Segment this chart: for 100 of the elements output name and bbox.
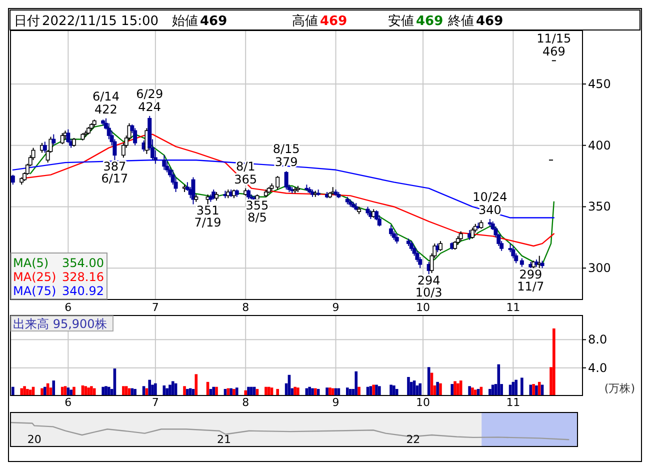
bar — [532, 384, 535, 396]
bar — [267, 386, 270, 396]
candlestick — [60, 132, 64, 145]
text: 始値 — [172, 14, 198, 29]
x-tick-label: 20 — [27, 433, 42, 446]
candlestick — [377, 214, 382, 227]
text: 2022/11/15 15:00 — [42, 14, 159, 29]
candlestick — [389, 224, 394, 237]
y-tick-label: 8.0 — [588, 332, 608, 347]
x-tick-label: 11 — [506, 396, 520, 409]
text: 469 — [476, 14, 504, 29]
annotation: 351 7/19 — [194, 204, 222, 230]
x-tick-label: 9 — [332, 396, 340, 409]
candlestick — [133, 128, 138, 146]
bar — [378, 386, 381, 396]
x-tick-label: 7 — [152, 396, 159, 409]
bar — [468, 386, 471, 396]
y-tick-label: 450 — [588, 77, 611, 91]
bar — [250, 386, 253, 396]
bar — [168, 384, 172, 396]
bar — [436, 382, 439, 396]
x-tick-label: 11 — [506, 301, 520, 314]
bar — [87, 388, 90, 396]
y-tick-label: 4.0 — [588, 360, 608, 375]
candlestick — [511, 246, 516, 259]
y-tick-label: 400 — [588, 138, 611, 152]
bar — [488, 388, 492, 396]
x-tick-label: 6 — [64, 301, 72, 314]
candlestick — [10, 174, 15, 186]
bar — [212, 386, 216, 396]
bar — [471, 388, 474, 396]
bar — [232, 388, 236, 396]
bar — [439, 383, 442, 396]
bar — [92, 388, 96, 396]
text: 安値 — [388, 13, 414, 29]
x-tick-label: 22 — [406, 433, 420, 446]
bar — [44, 386, 46, 396]
x-tick-label: 8 — [242, 396, 250, 409]
candlestick — [470, 227, 474, 240]
bar — [104, 386, 108, 396]
annotation: 355 8/5 — [246, 198, 269, 225]
bar — [23, 386, 26, 396]
bar — [226, 388, 230, 396]
bar — [134, 388, 136, 396]
bar — [354, 371, 358, 396]
annotation: 6/29 424 — [136, 86, 164, 114]
x-tick-label: 10 — [416, 301, 430, 314]
bar — [52, 380, 56, 396]
x-tick-label: 8 — [242, 301, 250, 314]
candlestick — [458, 230, 463, 242]
bar — [529, 384, 532, 396]
bar — [328, 388, 332, 396]
x-tick-label: 6 — [64, 396, 72, 409]
bar — [20, 388, 24, 396]
bar — [552, 328, 556, 396]
x-tick-label: 10 — [416, 396, 430, 409]
candlestick — [438, 240, 442, 252]
x-tick-label: 21 — [217, 433, 232, 446]
y-tick-label: 300 — [588, 261, 611, 276]
bar — [375, 384, 378, 396]
y-tick-label: 350 — [588, 200, 611, 214]
y-axis-title: (万株) — [604, 382, 635, 395]
x-tick-label: 7 — [152, 301, 159, 314]
bar — [230, 388, 232, 396]
candlestick — [284, 170, 288, 190]
annotation: 299 11/7 — [517, 267, 544, 294]
bar — [276, 388, 279, 396]
text: 高値 — [292, 13, 318, 29]
bar — [326, 388, 328, 396]
annotation: 387 6/17 — [101, 159, 128, 186]
bar — [183, 386, 186, 396]
text: 469 — [320, 14, 348, 29]
bar — [294, 386, 296, 396]
candlestick — [162, 154, 166, 170]
bar — [372, 384, 375, 396]
bar — [235, 388, 238, 396]
bar — [247, 386, 250, 396]
bar — [84, 386, 88, 396]
text: MA(25) 328.16 — [13, 270, 104, 284]
bar — [346, 388, 349, 396]
annotation: 6/14 422 — [92, 89, 120, 116]
bar — [90, 386, 93, 396]
bar — [264, 386, 268, 396]
chart-title: 出来高 95,900株 — [13, 317, 107, 331]
bar — [107, 386, 110, 396]
bar — [454, 381, 456, 396]
bar — [26, 388, 29, 396]
bar — [215, 386, 218, 396]
bar — [497, 364, 500, 396]
bar — [171, 381, 174, 396]
bar — [538, 382, 541, 396]
bar — [186, 388, 189, 396]
bar — [314, 388, 317, 396]
bar — [311, 388, 314, 396]
bar — [520, 378, 524, 396]
bar — [450, 384, 454, 396]
text: 終値 — [447, 14, 474, 29]
bar — [40, 388, 44, 396]
bar — [148, 380, 152, 396]
bar — [358, 386, 360, 396]
